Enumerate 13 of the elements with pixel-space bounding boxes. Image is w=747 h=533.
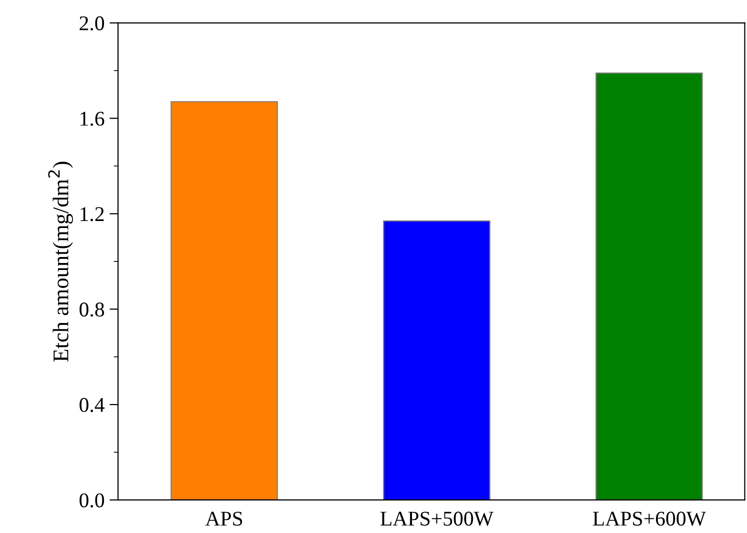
y-tick-label: 0.0 — [80, 493, 104, 508]
x-tick-label: LAPS+500W — [380, 512, 494, 526]
y-tick-label: 2.0 — [80, 16, 104, 30]
y-tick-label: 1.2 — [80, 207, 104, 222]
y-tick-label: 0.4 — [80, 398, 105, 412]
y-tick-label: 1.6 — [80, 112, 104, 126]
x-tick-label: LAPS+600W — [592, 512, 706, 526]
y-tick-label: 0.8 — [80, 302, 104, 317]
bar — [170, 101, 278, 500]
x-tick-label: APS — [205, 512, 242, 526]
bar — [595, 72, 703, 500]
bar — [383, 220, 490, 500]
y-axis-title: Etch amount(mg/dm$^{2}$) — [48, 162, 73, 362]
